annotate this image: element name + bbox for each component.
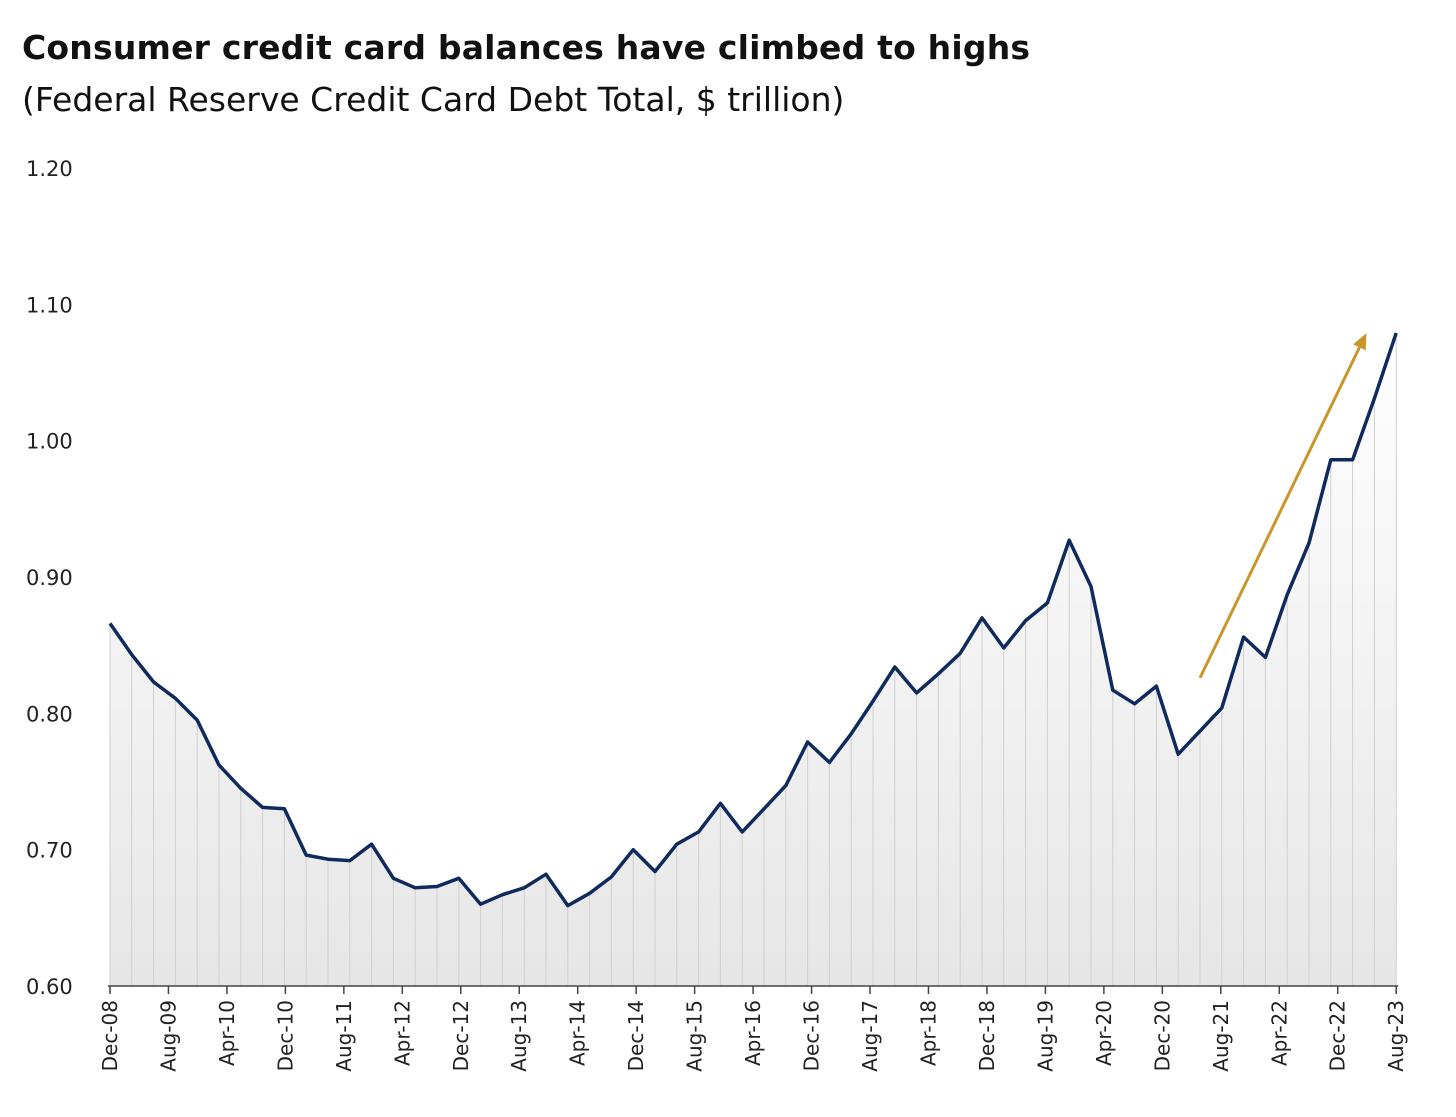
x-tick-label: Apr-10 xyxy=(215,1000,239,1066)
y-tick-label: 0.80 xyxy=(26,702,73,726)
y-tick-label: 1.10 xyxy=(26,293,73,317)
y-tick-label: 0.60 xyxy=(26,975,73,999)
x-tick-label: Aug-09 xyxy=(156,1000,180,1072)
x-tick-label: Aug-11 xyxy=(332,1000,356,1072)
x-tick-label: Apr-20 xyxy=(1092,1000,1116,1066)
x-tick-label: Apr-16 xyxy=(741,1000,765,1066)
y-tick-label: 0.90 xyxy=(26,566,73,590)
x-tick-label: Dec-16 xyxy=(800,1000,824,1071)
x-tick-label: Apr-12 xyxy=(390,1000,414,1066)
x-tick-label: Dec-08 xyxy=(98,1000,122,1071)
x-tick-label: Dec-10 xyxy=(273,1000,297,1071)
chart-title: Consumer credit card balances have climb… xyxy=(22,28,1031,67)
x-tick-label: Apr-22 xyxy=(1267,1000,1291,1066)
x-tick-label: Dec-12 xyxy=(449,1000,473,1071)
y-tick-label: 1.00 xyxy=(26,430,73,454)
x-tick-label: Aug-13 xyxy=(507,1000,531,1072)
x-tick-label: Apr-14 xyxy=(566,1000,590,1066)
x-tick-label: Aug-21 xyxy=(1209,1000,1233,1072)
y-tick-label: 1.20 xyxy=(26,157,73,181)
x-tick-label: Dec-14 xyxy=(624,1000,648,1071)
x-tick-label: Aug-19 xyxy=(1033,1000,1057,1072)
y-tick-label: 0.70 xyxy=(26,839,73,863)
x-tick-label: Aug-15 xyxy=(683,1000,707,1072)
area-fill xyxy=(110,333,1397,986)
x-tick-label: Aug-17 xyxy=(858,1000,882,1072)
x-tick-label: Aug-23 xyxy=(1384,1000,1408,1072)
series-line xyxy=(108,332,1398,908)
x-tick-label: Apr-18 xyxy=(916,1000,940,1066)
annotation-arrow-head xyxy=(1353,332,1367,351)
chart-subtitle: (Federal Reserve Credit Card Debt Total,… xyxy=(22,80,845,119)
x-tick-label: Dec-18 xyxy=(975,1000,999,1071)
annotation-arrow-shaft xyxy=(1198,346,1361,679)
x-tick-label: Dec-20 xyxy=(1150,1000,1174,1071)
x-tick-label: Dec-22 xyxy=(1326,1000,1350,1071)
